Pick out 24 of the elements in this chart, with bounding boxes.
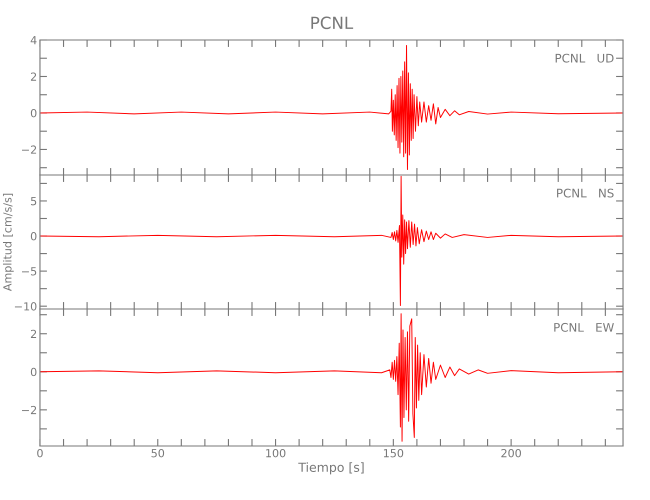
y-tick-label: 2 [30, 330, 36, 338]
chart-title: PCNL [311, 16, 354, 30]
x-tick-label: 50 [152, 448, 164, 458]
y-tick-label: 2 [30, 72, 36, 81]
annotation: PCNL UD [556, 54, 614, 63]
y-tick-label: 5 [30, 197, 36, 206]
y-tick-label: −5 [22, 267, 36, 276]
x-axis-title: Tiempo [s] [298, 462, 364, 474]
y-axis-title: Amplitud [cm/s/s] [2, 194, 14, 292]
x-tick-label: 100 [266, 448, 286, 458]
y-tick-label: −2 [22, 406, 36, 414]
x-tick-label: 0 [37, 448, 43, 458]
annotation: PCNL EW [554, 322, 614, 332]
y-tick-label: −10 [14, 302, 36, 311]
line-series [40, 44, 622, 170]
y-tick-label: 0 [30, 108, 36, 118]
y-tick-label: 0 [30, 232, 36, 240]
y-tick-label: 4 [30, 36, 37, 44]
x-tick-label: 200 [501, 448, 521, 458]
y-tick-label: −2 [22, 145, 36, 154]
x-tick-label: 150 [384, 448, 404, 458]
annotation: PCNL NS [557, 188, 614, 198]
y-tick-label: 0 [30, 368, 36, 376]
line-series [40, 313, 622, 442]
